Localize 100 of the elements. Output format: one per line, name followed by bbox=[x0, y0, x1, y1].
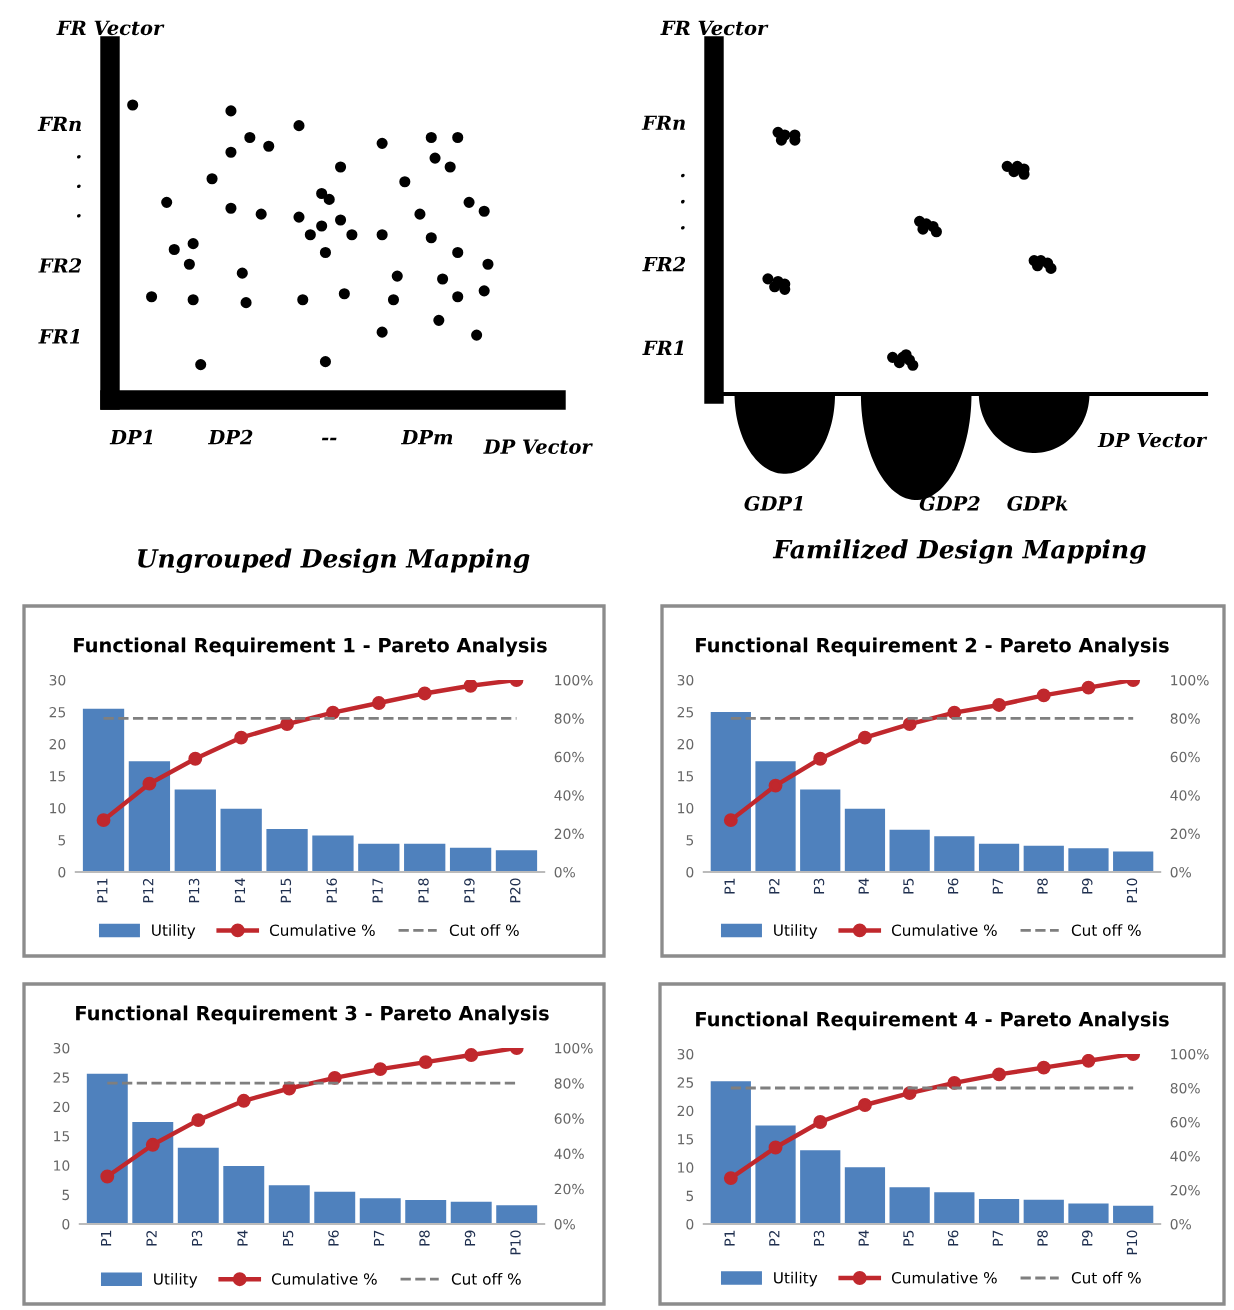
bar bbox=[266, 829, 308, 872]
point bbox=[992, 1067, 1006, 1082]
bar bbox=[404, 843, 446, 872]
text: DP Vector bbox=[1097, 432, 1208, 448]
bar bbox=[268, 1185, 310, 1224]
point bbox=[768, 778, 783, 793]
point bbox=[464, 1048, 479, 1062]
point bbox=[1081, 1054, 1096, 1068]
bar bbox=[359, 1198, 401, 1224]
point bbox=[858, 730, 872, 745]
bar bbox=[755, 761, 796, 872]
bar bbox=[710, 1081, 751, 1224]
text: FRn bbox=[37, 116, 81, 132]
bar bbox=[495, 850, 538, 872]
text: FR2 bbox=[38, 258, 82, 273]
bar bbox=[844, 1167, 886, 1224]
bar bbox=[220, 808, 262, 872]
bar bbox=[86, 1073, 128, 1224]
text: Ungrouped Design Mapping bbox=[138, 548, 530, 573]
chart-title: Functional Requirement 3 - Pareto Analysis bbox=[76, 1005, 549, 1025]
text: FR1 bbox=[38, 328, 80, 344]
bar bbox=[889, 1187, 930, 1224]
text: FR Vector bbox=[56, 20, 165, 36]
point bbox=[902, 717, 917, 732]
point bbox=[902, 1086, 917, 1101]
bar bbox=[358, 843, 400, 872]
point bbox=[236, 1093, 251, 1108]
bar bbox=[314, 1191, 356, 1224]
point bbox=[96, 813, 111, 828]
chart-title: Functional Requirement 2 - Pareto Analysis bbox=[696, 637, 1169, 657]
point bbox=[188, 751, 203, 766]
text: DP2 bbox=[207, 429, 253, 445]
text: GDP2 bbox=[919, 496, 980, 511]
point bbox=[418, 1055, 433, 1070]
bar bbox=[223, 1165, 265, 1224]
chart-title: Functional Requirement 1 - Pareto Analysis bbox=[74, 637, 547, 657]
bar bbox=[1023, 1199, 1064, 1224]
text: DPm bbox=[401, 430, 453, 445]
text: FR2 bbox=[642, 256, 686, 272]
bar bbox=[496, 1205, 538, 1224]
point bbox=[191, 1113, 206, 1128]
bar bbox=[177, 1147, 219, 1224]
text: · bbox=[76, 213, 81, 218]
point bbox=[463, 680, 478, 693]
text: -- bbox=[321, 437, 337, 441]
text: Familized Design Mapping bbox=[772, 539, 1146, 564]
text: · bbox=[76, 154, 81, 159]
text: GDPk bbox=[1007, 495, 1068, 511]
bar bbox=[934, 836, 975, 872]
bar bbox=[978, 843, 1020, 872]
point bbox=[813, 751, 828, 766]
bar bbox=[1113, 1205, 1154, 1224]
point bbox=[768, 1140, 783, 1155]
bar bbox=[844, 808, 886, 872]
point bbox=[280, 717, 294, 732]
text: · bbox=[680, 225, 685, 230]
point bbox=[813, 1115, 828, 1129]
point bbox=[1036, 1060, 1051, 1075]
point bbox=[947, 705, 962, 720]
point bbox=[723, 1171, 738, 1186]
text: · bbox=[76, 184, 81, 189]
point bbox=[992, 698, 1006, 712]
bar bbox=[312, 835, 354, 872]
point bbox=[1081, 680, 1096, 695]
bar bbox=[450, 1201, 492, 1224]
bar bbox=[1023, 845, 1064, 872]
bar bbox=[710, 712, 751, 872]
text: · bbox=[680, 173, 685, 178]
bar bbox=[449, 847, 492, 872]
bar bbox=[978, 1199, 1020, 1224]
text: FR1 bbox=[642, 340, 684, 355]
bar bbox=[800, 789, 841, 872]
bar bbox=[1068, 1203, 1109, 1224]
bar bbox=[82, 708, 125, 872]
bar bbox=[934, 1192, 975, 1224]
point bbox=[723, 813, 738, 828]
point bbox=[417, 686, 432, 701]
bar bbox=[174, 789, 216, 872]
point bbox=[326, 705, 340, 720]
point bbox=[145, 1137, 160, 1152]
point bbox=[947, 1075, 962, 1090]
text: FR Vector bbox=[660, 20, 769, 36]
bar bbox=[405, 1199, 447, 1224]
point bbox=[1036, 688, 1051, 703]
point bbox=[371, 696, 386, 710]
bar bbox=[1068, 848, 1109, 872]
point bbox=[373, 1062, 388, 1077]
point bbox=[100, 1169, 115, 1184]
point bbox=[234, 730, 249, 745]
bar bbox=[1113, 851, 1154, 872]
bar bbox=[132, 1121, 174, 1224]
text: DP1 bbox=[109, 429, 153, 445]
text: DP Vector bbox=[483, 439, 593, 454]
bar bbox=[128, 761, 171, 872]
bar bbox=[800, 1150, 841, 1224]
point bbox=[142, 776, 157, 791]
point bbox=[858, 1098, 872, 1112]
text: FRn bbox=[641, 115, 685, 130]
text: GDP1 bbox=[744, 496, 803, 511]
chart-title: Functional Requirement 4 - Pareto Analysis bbox=[696, 1011, 1169, 1031]
